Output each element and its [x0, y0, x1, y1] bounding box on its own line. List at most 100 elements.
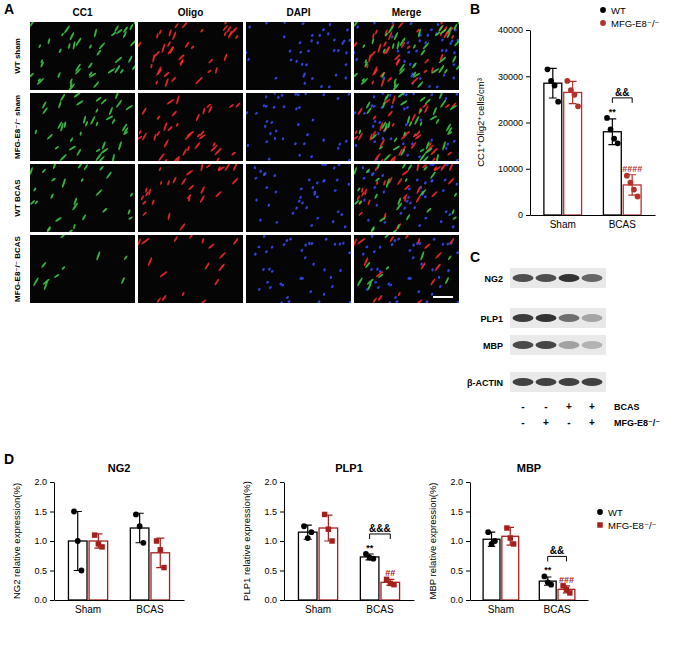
cell-signal: [358, 200, 362, 205]
cell-signal: [447, 255, 452, 261]
cell-signal: [431, 268, 434, 272]
cell-signal: [417, 290, 421, 294]
y-tick-label: 1.5: [34, 507, 47, 517]
cell-signal: [288, 49, 292, 53]
cell-signal: [441, 242, 445, 246]
cell-signal: [295, 107, 299, 111]
cell-signal: [424, 58, 430, 64]
cell-signal: [444, 96, 448, 100]
cell-signal: [281, 283, 285, 287]
cell-signal: [392, 43, 395, 50]
cell-signal: [208, 58, 214, 64]
y-tick: 40000: [498, 25, 530, 35]
cell-signal: [430, 171, 437, 179]
x-tick: BCAS: [543, 600, 571, 615]
cell-signal: [310, 39, 313, 43]
cell-signal: [383, 46, 391, 55]
annotation: **: [366, 543, 374, 553]
cell-signal: [148, 188, 152, 195]
cell-signal: [273, 137, 276, 141]
cell-signal: [266, 280, 270, 284]
cell-signal: [382, 190, 385, 194]
cell-signal: [413, 206, 417, 210]
cell-signal: [378, 245, 382, 249]
x-tick-label: BCAS: [366, 604, 394, 615]
cell-signal: [38, 44, 42, 48]
cell-signal: [426, 33, 429, 37]
cell-signal: [374, 193, 378, 199]
bar: [502, 536, 519, 600]
cell-signal: [87, 62, 93, 69]
cell-signal: [215, 67, 218, 74]
cell-signal: [384, 233, 390, 239]
cell-signal: [402, 142, 405, 146]
legend-label: WT: [611, 5, 626, 16]
cell-signal: [158, 167, 162, 172]
cell-signal: [416, 186, 421, 194]
cell-signal: [176, 95, 180, 105]
cell-signal: [309, 290, 313, 294]
cell-signal: [385, 32, 389, 36]
data-point: [99, 544, 104, 549]
cell-signal: [235, 102, 241, 108]
cell-signal: [123, 255, 128, 261]
y-tick-mark: [466, 541, 470, 542]
cell-signal: [161, 43, 166, 53]
micrograph-background: [138, 22, 243, 90]
cell-signal: [451, 209, 455, 215]
cell-signal: [245, 111, 248, 115]
cell-signal: [380, 158, 384, 162]
cell-signal: [108, 107, 113, 116]
cell-signal: [257, 245, 261, 249]
cell-signal: [184, 133, 191, 140]
y-tick: 30000: [498, 72, 530, 82]
cell-signal: [355, 57, 359, 61]
cell-signal: [302, 142, 306, 146]
micrograph-background: [138, 235, 243, 303]
micrograph-background: [246, 164, 351, 232]
cell-signal: [423, 69, 428, 73]
cell-signal: [372, 95, 375, 99]
plot-marks: [68, 509, 169, 600]
band-label: β-ACTIN: [467, 378, 503, 388]
significance-bracket: [548, 556, 567, 561]
cell-signal: [155, 80, 159, 85]
cell-signal: [403, 131, 406, 136]
cell-signal: [59, 153, 67, 161]
cell-signal: [361, 166, 364, 170]
data-point: [133, 512, 139, 518]
bar: [483, 539, 500, 600]
y-tick-label: 0.0: [264, 595, 277, 605]
annotation: **: [544, 565, 552, 575]
cell-signal: [317, 300, 321, 304]
cell-signal: [422, 42, 429, 50]
cell-signal: [348, 300, 352, 304]
cell-signal: [377, 43, 382, 53]
cell-signal: [106, 171, 113, 179]
cell-signal: [442, 73, 446, 77]
y-tick-mark: [526, 76, 530, 77]
cell-signal: [435, 85, 439, 89]
cell-signal: [353, 19, 359, 27]
cell-signal: [450, 39, 454, 43]
cell-signal: [416, 299, 423, 305]
x-tick-label: Sham: [488, 604, 514, 615]
row-label: WT sham: [13, 38, 22, 74]
data-point: [391, 582, 396, 587]
cell-signal: [142, 211, 147, 216]
error-bar: [628, 175, 636, 195]
cell-signal: [408, 201, 412, 205]
column-label: Oligo: [178, 7, 204, 18]
cell-signal: [389, 156, 395, 163]
cell-signal: [389, 137, 392, 141]
cell-signal: [289, 58, 293, 62]
cell-signal: [299, 50, 303, 54]
cell-signal: [195, 76, 204, 84]
cell-signal: [401, 163, 406, 169]
cell-signal: [298, 41, 302, 45]
cell-signal: [374, 280, 378, 284]
x-axis: Sham BCAS: [471, 600, 589, 615]
y-tick: 2.0: [450, 477, 470, 487]
blot-band: [582, 378, 603, 386]
chart-title: PLP1: [335, 462, 363, 474]
